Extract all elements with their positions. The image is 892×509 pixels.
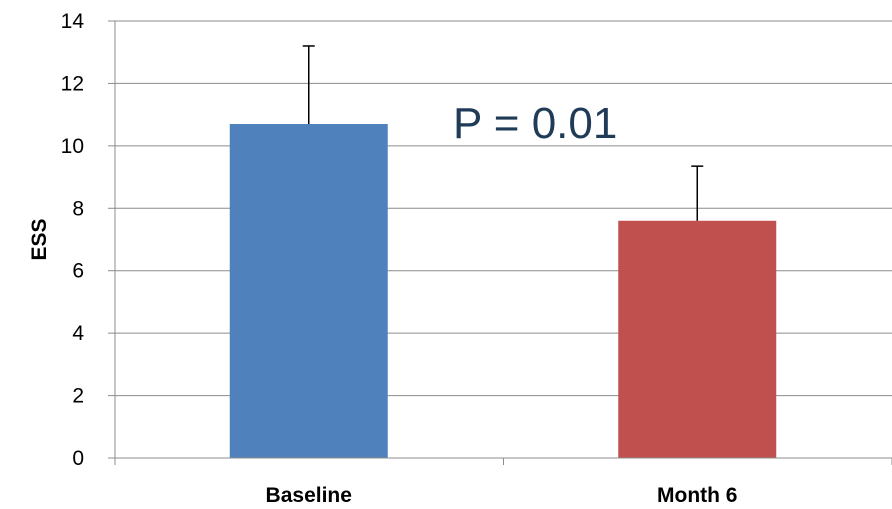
- y-tick-label: 8: [72, 197, 84, 220]
- y-tick-label: 2: [72, 385, 84, 408]
- y-tick-label: 6: [72, 260, 84, 283]
- axes: [108, 20, 892, 465]
- y-tick-label: 14: [61, 10, 85, 33]
- y-tick-labels: 0 2 4 6 8 10 12 14: [61, 10, 85, 470]
- y-tick-label: 12: [61, 72, 84, 95]
- error-bars: [302, 45, 704, 221]
- y-tick-label: 10: [61, 135, 84, 158]
- bar-month-6: [618, 220, 777, 458]
- x-category-label: Baseline: [266, 484, 352, 507]
- p-value-annotation: P = 0.01: [453, 99, 617, 148]
- bar-baseline: [229, 124, 388, 458]
- x-category-labels: Baseline Month 6: [266, 484, 738, 507]
- y-tick-label: 4: [72, 322, 84, 345]
- y-tick-label: 0: [72, 447, 84, 470]
- y-axis-title: ESS: [28, 218, 51, 260]
- x-category-label: Month 6: [657, 484, 737, 507]
- bars: [229, 124, 777, 458]
